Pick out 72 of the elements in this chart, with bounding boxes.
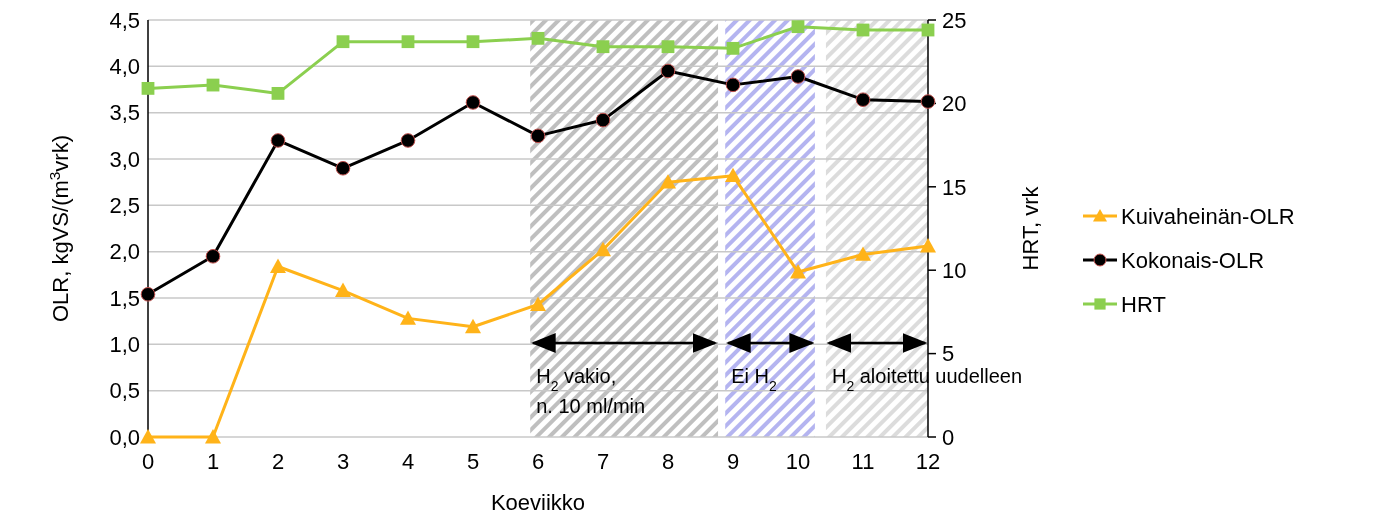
y-tick-label: 3,0 [109, 146, 140, 172]
y-tick-label: 2,5 [109, 193, 140, 219]
point [595, 112, 611, 128]
y2-tick-label: 15 [942, 174, 967, 200]
point [336, 35, 350, 49]
point [791, 20, 805, 34]
point [140, 429, 156, 444]
y-tick-label: 2,0 [109, 239, 140, 265]
legend-label: Kokonais-OLR [1121, 248, 1265, 273]
point [725, 167, 741, 183]
x-tick-label: 11 [851, 449, 875, 474]
point [401, 35, 415, 49]
point [595, 241, 611, 257]
y-tick-label: 4,0 [109, 54, 140, 80]
point [335, 282, 351, 297]
y2-tick-label: 0 [942, 424, 955, 450]
legend-label: Kuivaheinän-OLR [1121, 204, 1295, 229]
point [790, 264, 806, 279]
band-label: Ei H$_{2}$ [731, 365, 777, 394]
x-tick-label: 6 [531, 449, 545, 474]
x-tick-label: 5 [466, 449, 480, 474]
point [660, 174, 676, 189]
band-label: H$_{2}$ vakio, n. 10 ml/min [536, 365, 646, 417]
x-tick-label: 1 [206, 449, 220, 474]
point [465, 318, 481, 334]
point [400, 133, 416, 148]
y2-tick-label: 20 [942, 91, 967, 117]
point [466, 35, 480, 49]
x-tick-label: 8 [661, 449, 675, 474]
x-tick-label: 3 [336, 449, 350, 474]
y-tick-label: 1,0 [109, 332, 140, 358]
x-axis-title: Koeviikko [490, 490, 586, 515]
y2-axis-title: HRT, vrk [1018, 185, 1043, 271]
point [205, 249, 221, 264]
point [725, 77, 741, 93]
point [530, 128, 546, 144]
point [920, 94, 936, 109]
y-tick-label: 1,5 [109, 285, 140, 311]
y-tick-label: 3,5 [109, 100, 140, 126]
point [596, 40, 610, 54]
point [270, 133, 286, 148]
point [270, 258, 286, 273]
x-tick-label: 12 [915, 449, 941, 474]
point [335, 160, 351, 176]
x-tick-label: 7 [596, 449, 610, 474]
x-tick-label: 0 [141, 449, 155, 474]
point [920, 238, 936, 253]
point [855, 92, 871, 107]
y-tick-label: 0,0 [109, 424, 140, 450]
y2-tick-label: 25 [942, 7, 967, 33]
point [140, 286, 156, 302]
point [855, 246, 871, 261]
x-tick-label: 10 [785, 449, 811, 474]
point [726, 41, 740, 55]
legend-label: HRT [1121, 292, 1166, 317]
point [465, 95, 481, 110]
point [530, 296, 546, 311]
y-tick-label: 4,5 [109, 7, 140, 33]
point [531, 31, 545, 45]
point [271, 86, 285, 100]
point [141, 81, 155, 95]
point [400, 310, 416, 325]
point [661, 40, 675, 54]
point [205, 429, 221, 444]
point [790, 69, 806, 84]
x-tick-label: 9 [726, 449, 740, 474]
point [660, 63, 676, 79]
x-tick-label: 2 [271, 449, 285, 474]
y2-tick-label: 5 [942, 341, 955, 367]
y2-tick-label: 10 [942, 257, 967, 283]
x-tick-label: 4 [401, 449, 415, 474]
y-tick-label: 0,5 [109, 378, 140, 404]
